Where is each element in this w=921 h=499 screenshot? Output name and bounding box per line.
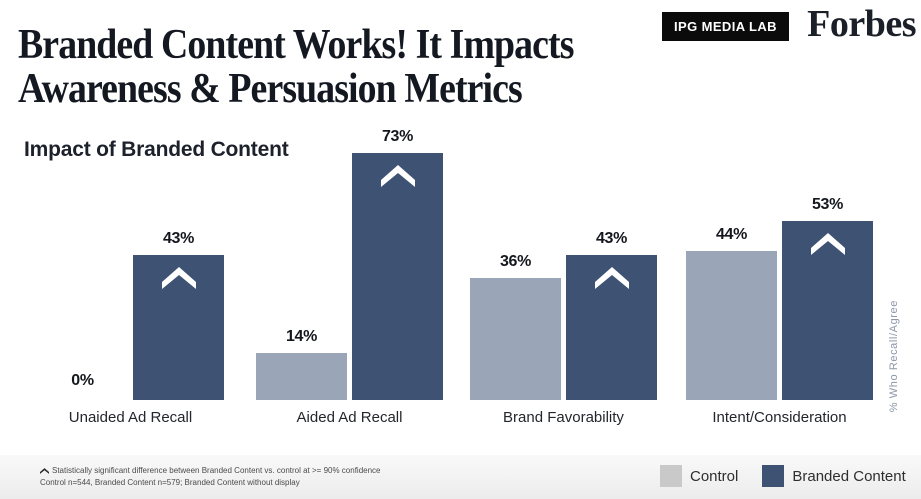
bar-group-intent-consideration: 44% 53% Intent/Consideration [686, 150, 873, 426]
branded-content-value-label-unaided-ad-recall: 43% [162, 229, 195, 247]
branded-content-value-label-brand-favorability: 43% [595, 229, 628, 247]
branded-content-value-label-intent-consideration: 53% [811, 195, 844, 213]
significance-chevron-icon [810, 232, 845, 255]
control-swatch [660, 465, 682, 487]
bar-group-unaided-ad-recall: 0% 43% Unaided Ad Recall [37, 150, 224, 426]
page-title: Branded Content Works! It Impacts Awaren… [18, 22, 574, 112]
control-bar-aided-ad-recall [256, 352, 347, 400]
footnote-line-2: Control n=544, Branded Content n=579; Br… [40, 477, 300, 487]
bar-group-aided-ad-recall: 14% 73% Aided Ad Recall [256, 128, 443, 426]
category-label-brand-favorability: Brand Favorability [503, 409, 624, 426]
legend-item-branded-content: Branded Content [762, 465, 906, 487]
legend-label-control: Control [690, 467, 739, 485]
category-label-intent-consideration: Intent/Consideration [712, 409, 847, 426]
branded-content-bar-unaided-ad-recall [133, 254, 224, 400]
footnote-line-1-row: Statistically significant difference bet… [40, 466, 381, 478]
category-label-aided-ad-recall: Aided Ad Recall [296, 409, 403, 426]
footnote-line-1: Statistically significant difference bet… [52, 466, 381, 475]
significance-chevron-icon [380, 165, 415, 188]
control-value-label-unaided-ad-recall: 0% [71, 372, 94, 389]
control-value-label-brand-favorability: 36% [499, 253, 532, 271]
page-title-line-2: Awareness & Persuasion Metrics [18, 65, 523, 112]
legend: Control Branded Content [660, 465, 906, 487]
ipg-media-lab-logo: IPG MEDIA LAB [662, 12, 789, 41]
control-value-label-intent-consideration: 44% [715, 226, 748, 244]
significance-chevron-icon [40, 467, 49, 478]
bar-group-brand-favorability: 36% 43% Brand Favorability [470, 150, 657, 426]
chart-title: Impact of Branded Content [24, 138, 289, 161]
significance-chevron-icon [594, 266, 629, 289]
control-value-label-aided-ad-recall: 14% [285, 327, 318, 345]
branded-content-bar-intent-consideration [782, 220, 873, 400]
branded-content-value-label-aided-ad-recall: 73% [381, 128, 414, 146]
page-title-line-1: Branded Content Works! It Impacts [18, 22, 574, 68]
forbes-logo: Forbes [807, 3, 916, 45]
significance-chevron-icon [161, 266, 196, 289]
control-bar-intent-consideration [686, 251, 777, 400]
legend-item-control: Control [660, 465, 738, 487]
branded-content-swatch [762, 465, 785, 487]
legend-label-branded-content: Branded Content [792, 467, 906, 485]
branded-content-bar-aided-ad-recall [352, 153, 443, 400]
category-label-unaided-ad-recall: Unaided Ad Recall [68, 409, 193, 426]
footer-band: Statistically significant difference bet… [0, 455, 921, 499]
bar-chart: 0% 43% Unaided Ad Recall 14% 73% Aided Ad Rec… [30, 128, 875, 426]
y-axis-label: % Who Recall/Agree [888, 300, 900, 413]
footnote: Statistically significant difference bet… [40, 466, 381, 488]
control-bar-brand-favorability [470, 278, 561, 400]
branded-content-bar-brand-favorability [566, 254, 657, 400]
